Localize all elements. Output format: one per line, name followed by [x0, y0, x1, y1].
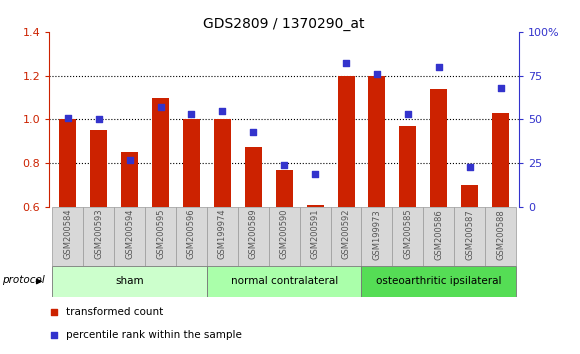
- Bar: [400, 126, 416, 207]
- Bar: [368, 76, 386, 207]
- Point: [156, 104, 165, 110]
- Bar: [59, 120, 77, 207]
- Text: GSM200593: GSM200593: [95, 209, 103, 259]
- Text: GSM199974: GSM199974: [218, 209, 227, 259]
- Bar: [485, 207, 516, 266]
- Bar: [307, 205, 324, 207]
- Bar: [152, 98, 169, 207]
- Text: GSM200592: GSM200592: [342, 209, 350, 259]
- Bar: [276, 170, 293, 207]
- Bar: [207, 207, 238, 266]
- Bar: [338, 76, 354, 207]
- Text: sham: sham: [115, 276, 144, 286]
- Text: GSM200584: GSM200584: [63, 209, 72, 259]
- Point: [372, 71, 382, 77]
- Text: normal contralateral: normal contralateral: [231, 276, 338, 286]
- Point: [322, 7, 332, 13]
- Bar: [361, 266, 516, 297]
- Point: [249, 129, 258, 135]
- Text: GSM200585: GSM200585: [403, 209, 412, 259]
- Point: [125, 157, 135, 162]
- Bar: [114, 207, 145, 266]
- Bar: [52, 266, 207, 297]
- Bar: [269, 207, 300, 266]
- Text: protocol: protocol: [2, 275, 45, 285]
- Point: [322, 217, 332, 222]
- Point: [496, 85, 505, 91]
- Bar: [245, 147, 262, 207]
- Point: [310, 171, 320, 177]
- Text: GSM199973: GSM199973: [372, 209, 382, 259]
- Bar: [84, 207, 114, 266]
- Text: GSM200591: GSM200591: [311, 209, 320, 259]
- Point: [465, 164, 474, 170]
- Bar: [300, 207, 331, 266]
- Bar: [52, 207, 84, 266]
- Bar: [361, 207, 393, 266]
- Bar: [492, 113, 509, 207]
- Text: GSM200586: GSM200586: [434, 209, 443, 259]
- Title: GDS2809 / 1370290_at: GDS2809 / 1370290_at: [204, 17, 365, 31]
- Bar: [393, 207, 423, 266]
- Bar: [121, 152, 138, 207]
- Text: GSM200589: GSM200589: [249, 209, 258, 259]
- Text: GSM200590: GSM200590: [280, 209, 289, 259]
- Bar: [461, 185, 478, 207]
- Point: [218, 108, 227, 114]
- Bar: [454, 207, 485, 266]
- Bar: [90, 130, 107, 207]
- Text: percentile rank within the sample: percentile rank within the sample: [66, 330, 242, 341]
- Text: GSM200587: GSM200587: [465, 209, 474, 259]
- Point: [280, 162, 289, 168]
- Bar: [423, 207, 454, 266]
- Point: [63, 115, 72, 121]
- Bar: [183, 120, 200, 207]
- Bar: [176, 207, 207, 266]
- Text: osteoarthritic ipsilateral: osteoarthritic ipsilateral: [376, 276, 502, 286]
- Point: [403, 112, 412, 117]
- Point: [342, 61, 351, 66]
- Bar: [238, 207, 269, 266]
- Text: GSM200588: GSM200588: [496, 209, 505, 259]
- Point: [94, 117, 103, 122]
- Text: GSM200595: GSM200595: [156, 209, 165, 259]
- Text: transformed count: transformed count: [66, 307, 163, 318]
- Bar: [145, 207, 176, 266]
- Bar: [214, 120, 231, 207]
- Point: [434, 64, 443, 70]
- Text: GSM200596: GSM200596: [187, 209, 196, 259]
- Bar: [430, 89, 447, 207]
- Text: GSM200594: GSM200594: [125, 209, 134, 259]
- Bar: [331, 207, 361, 266]
- Bar: [207, 266, 361, 297]
- Point: [187, 112, 196, 117]
